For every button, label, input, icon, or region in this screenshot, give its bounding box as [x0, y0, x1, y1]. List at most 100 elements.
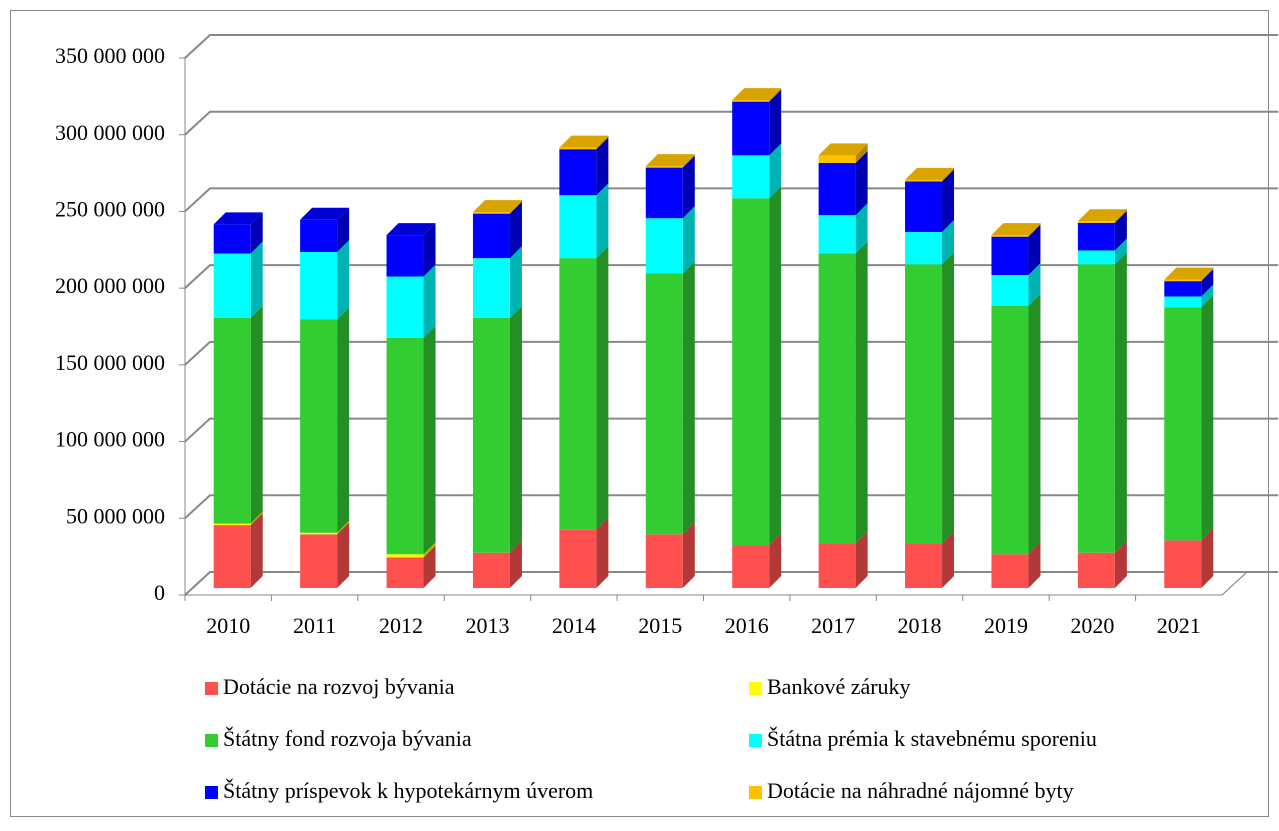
bar-side: [1114, 238, 1127, 265]
bar-top: [991, 223, 1041, 236]
bar-top: [213, 212, 263, 225]
bar: [732, 545, 770, 588]
bar: [472, 213, 510, 259]
bar: [732, 100, 770, 102]
bar-side: [942, 531, 955, 588]
bar-side: [250, 212, 263, 254]
legend-swatch: [749, 786, 762, 799]
bar: [1164, 281, 1202, 297]
bar: [300, 534, 338, 588]
x-tick-label: 2021: [1157, 613, 1201, 638]
bar: [905, 179, 943, 182]
legend-label: Štátna prémia k stavebnému sporeniu: [767, 726, 1097, 751]
bar-side: [337, 239, 350, 320]
bar: [732, 198, 770, 546]
bar: [559, 195, 597, 259]
x-tick-label: 2017: [811, 613, 855, 638]
bar-side: [769, 89, 782, 156]
bar-top: [905, 167, 955, 180]
bar: [472, 552, 510, 588]
bar: [1164, 307, 1202, 541]
bar-side: [855, 151, 868, 216]
legend-label: Štátny fond rozvoja bývania: [223, 726, 472, 751]
bar-side: [509, 201, 522, 259]
bar: [559, 529, 597, 588]
x-tick-label: 2013: [465, 613, 509, 638]
bar: [300, 319, 338, 533]
bar: [386, 337, 424, 555]
bar-side: [250, 511, 263, 526]
legend-label: Štátny príspevok k hypotekárnym úverom: [223, 778, 593, 803]
bar: [1164, 296, 1202, 308]
bar: [991, 275, 1029, 306]
legend-label: Dotácie na rozvoj bývania: [223, 674, 455, 699]
bar: [213, 317, 251, 524]
bar-side: [1114, 252, 1127, 553]
bar-side: [596, 135, 609, 150]
bar: [386, 557, 424, 588]
bar: [472, 212, 510, 214]
bar-top: [818, 143, 868, 156]
x-tick-label: 2011: [293, 613, 336, 638]
bar-side: [596, 183, 609, 259]
bar-top: [732, 88, 782, 101]
bar-side: [1028, 542, 1041, 588]
bar-side: [337, 207, 350, 252]
bar-side: [423, 264, 436, 338]
bar: [1077, 264, 1115, 553]
bar-side: [1201, 267, 1214, 282]
y-tick-label: 250 000 000: [55, 196, 165, 221]
x-tick-label: 2018: [898, 613, 942, 638]
bar: [559, 149, 597, 196]
y-tick-label: 300 000 000: [55, 120, 165, 145]
bar: [213, 523, 251, 526]
bar-side: [250, 305, 263, 524]
x-tick-label: 2015: [638, 613, 682, 638]
bar: [300, 219, 338, 252]
bar: [732, 155, 770, 199]
bar-side: [596, 246, 609, 530]
y-tick-label: 200 000 000: [55, 273, 165, 298]
bar: [732, 101, 770, 156]
bar: [818, 215, 856, 254]
legend-label: Bankové záruky: [767, 674, 911, 699]
bar-side: [337, 522, 350, 588]
bar: [1164, 540, 1202, 588]
bar: [991, 236, 1029, 276]
bar: [991, 305, 1029, 555]
bar-top: [386, 223, 436, 236]
bar: [386, 235, 424, 277]
bar: [300, 532, 338, 535]
x-tick-label: 2016: [725, 613, 769, 638]
bar: [472, 317, 510, 553]
bar: [1077, 250, 1115, 265]
bar: [472, 258, 510, 318]
bar-side: [423, 223, 436, 277]
bar-side: [769, 88, 782, 102]
bar-side: [596, 517, 609, 588]
bar: [818, 543, 856, 588]
bar: [213, 253, 251, 318]
bar-side: [1028, 293, 1041, 555]
bar-top: [1164, 267, 1214, 280]
bar-side: [942, 167, 955, 182]
legend-swatch: [205, 786, 218, 799]
y-tick-label: 350 000 000: [55, 43, 165, 68]
bar-top: [472, 200, 522, 213]
bar-side: [337, 307, 350, 533]
bar: [300, 251, 338, 320]
bar: [559, 258, 597, 530]
bar-side: [769, 533, 782, 588]
bar: [1077, 552, 1115, 588]
bar-side: [1201, 528, 1214, 588]
bar-side: [855, 241, 868, 544]
bar-side: [682, 155, 695, 219]
x-tick-label: 2012: [379, 613, 423, 638]
bar: [386, 554, 424, 558]
bar: [818, 253, 856, 544]
legend-label: Dotácie na náhradné nájomné byty: [767, 778, 1074, 803]
bar-side: [682, 522, 695, 588]
bar-side: [509, 540, 522, 588]
bar-side: [855, 203, 868, 254]
bar: [645, 167, 683, 219]
